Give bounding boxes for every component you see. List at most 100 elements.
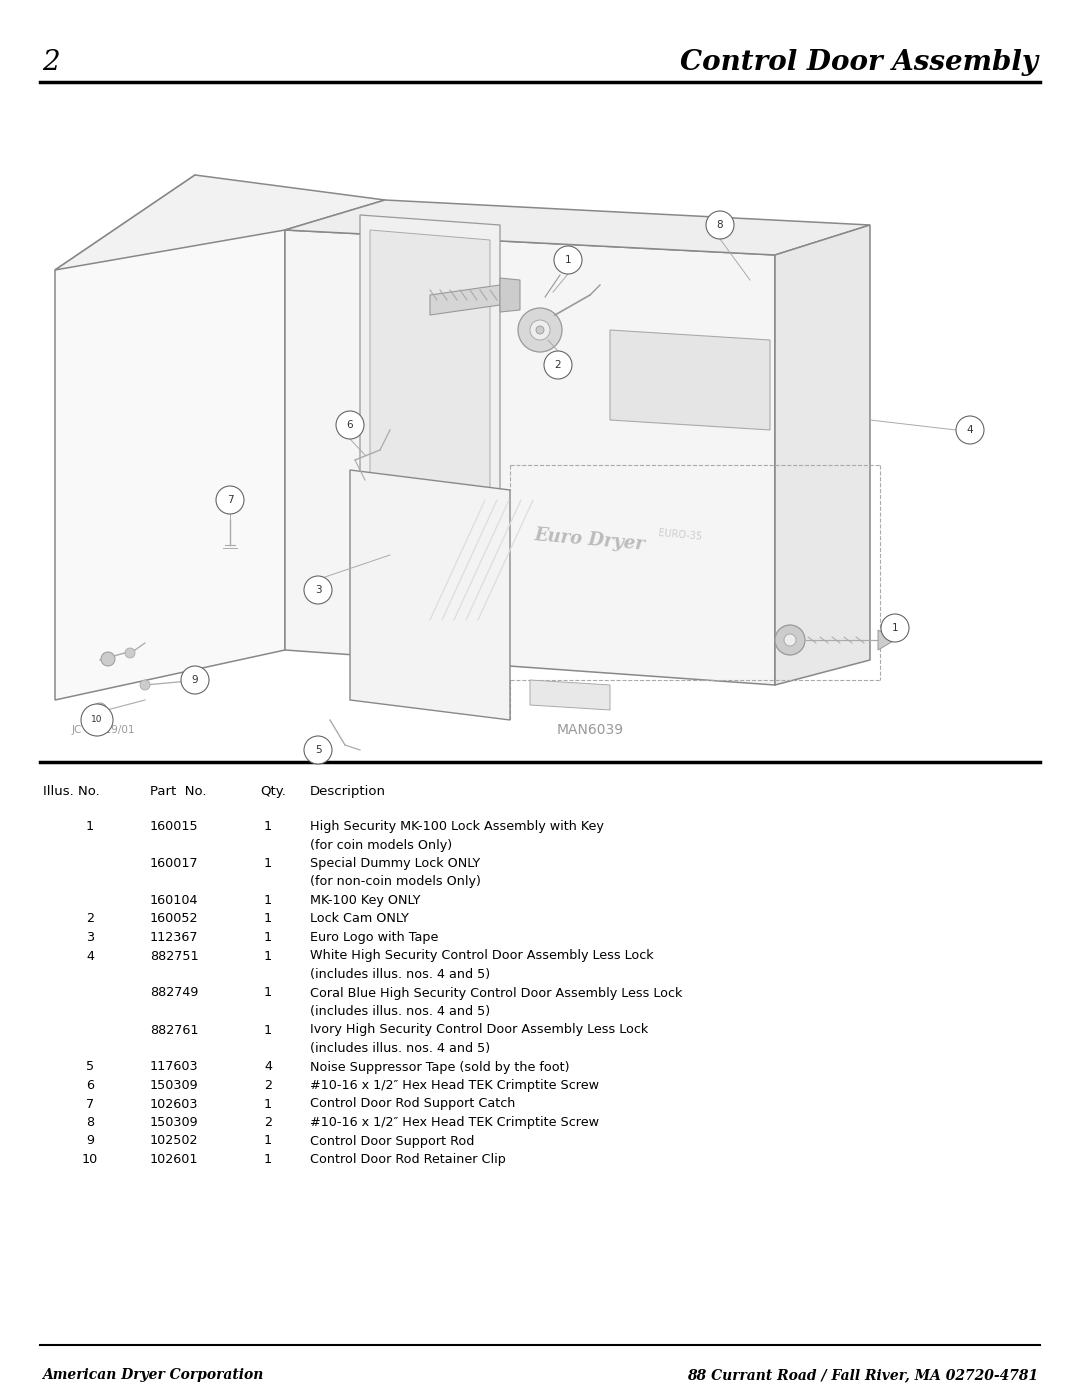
Text: 160104: 160104	[150, 894, 199, 907]
Text: 4: 4	[264, 1060, 272, 1073]
Text: Illus. No.: Illus. No.	[43, 785, 99, 798]
Text: (for coin models Only): (for coin models Only)	[310, 838, 453, 852]
Polygon shape	[285, 200, 870, 256]
Text: MK-100 Key ONLY: MK-100 Key ONLY	[310, 894, 420, 907]
Circle shape	[93, 703, 107, 717]
Text: 1: 1	[86, 820, 94, 833]
Text: Qty.: Qty.	[260, 785, 286, 798]
Text: Special Dummy Lock ONLY: Special Dummy Lock ONLY	[310, 856, 481, 870]
Text: Control Door Assembly: Control Door Assembly	[680, 49, 1038, 75]
Text: 1: 1	[264, 894, 272, 907]
Text: #10-16 x 1/2″ Hex Head TEK Crimptite Screw: #10-16 x 1/2″ Hex Head TEK Crimptite Scr…	[310, 1078, 599, 1092]
Text: 102601: 102601	[150, 1153, 199, 1166]
Text: 9: 9	[86, 1134, 94, 1147]
Text: 5: 5	[86, 1060, 94, 1073]
Text: 102502: 102502	[150, 1134, 199, 1147]
Polygon shape	[285, 231, 775, 685]
Text: Control Door Rod Retainer Clip: Control Door Rod Retainer Clip	[310, 1153, 505, 1166]
Circle shape	[181, 666, 210, 694]
Circle shape	[784, 634, 796, 645]
Text: 1: 1	[264, 986, 272, 999]
Text: 2: 2	[86, 912, 94, 925]
Circle shape	[125, 648, 135, 658]
Circle shape	[102, 652, 114, 666]
Circle shape	[881, 615, 909, 643]
Polygon shape	[55, 175, 384, 270]
Text: 10: 10	[82, 1153, 98, 1166]
Text: 1: 1	[264, 1098, 272, 1111]
Polygon shape	[500, 278, 519, 312]
Text: 7: 7	[86, 1098, 94, 1111]
Text: Coral Blue High Security Control Door Assembly Less Lock: Coral Blue High Security Control Door As…	[310, 986, 683, 999]
Text: 2: 2	[264, 1078, 272, 1092]
Text: 3: 3	[86, 930, 94, 944]
Circle shape	[544, 351, 572, 379]
Circle shape	[956, 416, 984, 444]
Text: 6: 6	[86, 1078, 94, 1092]
Text: Lock Cam ONLY: Lock Cam ONLY	[310, 912, 409, 925]
Circle shape	[336, 411, 364, 439]
Text: 1: 1	[892, 623, 899, 633]
Text: 9: 9	[191, 675, 199, 685]
Polygon shape	[350, 469, 510, 719]
Text: 150309: 150309	[150, 1116, 199, 1129]
Text: 882751: 882751	[150, 950, 199, 963]
Circle shape	[140, 680, 150, 690]
Circle shape	[303, 576, 332, 604]
Text: (includes illus. nos. 4 and 5): (includes illus. nos. 4 and 5)	[310, 1042, 490, 1055]
Text: JC  12/19/01: JC 12/19/01	[72, 725, 135, 735]
Text: 1: 1	[264, 1024, 272, 1037]
Circle shape	[216, 486, 244, 514]
Text: 1: 1	[264, 1134, 272, 1147]
Text: Euro Logo with Tape: Euro Logo with Tape	[310, 930, 438, 944]
Text: 1: 1	[565, 256, 571, 265]
Text: 1: 1	[264, 856, 272, 870]
Circle shape	[303, 736, 332, 764]
Text: (includes illus. nos. 4 and 5): (includes illus. nos. 4 and 5)	[310, 968, 490, 981]
Text: 4: 4	[967, 425, 973, 434]
Circle shape	[706, 211, 734, 239]
Text: 88 Currant Road / Fall River, MA 02720-4781: 88 Currant Road / Fall River, MA 02720-4…	[687, 1368, 1038, 1382]
Text: High Security MK-100 Lock Assembly with Key: High Security MK-100 Lock Assembly with …	[310, 820, 604, 833]
Text: White High Security Control Door Assembly Less Lock: White High Security Control Door Assembl…	[310, 950, 653, 963]
Polygon shape	[360, 215, 500, 636]
Text: 160015: 160015	[150, 820, 199, 833]
Text: 3: 3	[314, 585, 322, 595]
Text: Control Door Rod Support Catch: Control Door Rod Support Catch	[310, 1098, 515, 1111]
Text: 2: 2	[264, 1116, 272, 1129]
Text: (for non-coin models Only): (for non-coin models Only)	[310, 876, 481, 888]
Polygon shape	[370, 231, 490, 624]
Polygon shape	[55, 175, 285, 700]
Circle shape	[536, 326, 544, 334]
Polygon shape	[610, 330, 770, 430]
Text: 10: 10	[91, 715, 103, 725]
Text: 1: 1	[264, 912, 272, 925]
Polygon shape	[530, 680, 610, 710]
Text: 150309: 150309	[150, 1078, 199, 1092]
Text: 7: 7	[227, 495, 233, 504]
Text: EURO-35: EURO-35	[658, 528, 702, 542]
Text: MAN6039: MAN6039	[556, 724, 623, 738]
Text: Ivory High Security Control Door Assembly Less Lock: Ivory High Security Control Door Assembl…	[310, 1024, 648, 1037]
Text: 882749: 882749	[150, 986, 199, 999]
Polygon shape	[430, 285, 500, 314]
Text: 160052: 160052	[150, 912, 199, 925]
Text: 112367: 112367	[150, 930, 199, 944]
Text: 2: 2	[42, 49, 59, 75]
Text: 1: 1	[264, 820, 272, 833]
Text: 2: 2	[555, 360, 562, 370]
Text: 1: 1	[264, 1153, 272, 1166]
Circle shape	[81, 704, 113, 736]
Text: 6: 6	[347, 420, 353, 430]
Text: 1: 1	[264, 950, 272, 963]
Text: Description: Description	[310, 785, 386, 798]
Text: Noise Suppressor Tape (sold by the foot): Noise Suppressor Tape (sold by the foot)	[310, 1060, 569, 1073]
Text: Part  No.: Part No.	[150, 785, 206, 798]
Text: American Dryer Corporation: American Dryer Corporation	[42, 1368, 264, 1382]
Text: 117603: 117603	[150, 1060, 199, 1073]
Polygon shape	[878, 630, 895, 650]
Text: 4: 4	[86, 950, 94, 963]
Circle shape	[530, 320, 550, 339]
Text: #10-16 x 1/2″ Hex Head TEK Crimptite Screw: #10-16 x 1/2″ Hex Head TEK Crimptite Scr…	[310, 1116, 599, 1129]
Text: Euro Dryer: Euro Dryer	[534, 527, 646, 553]
